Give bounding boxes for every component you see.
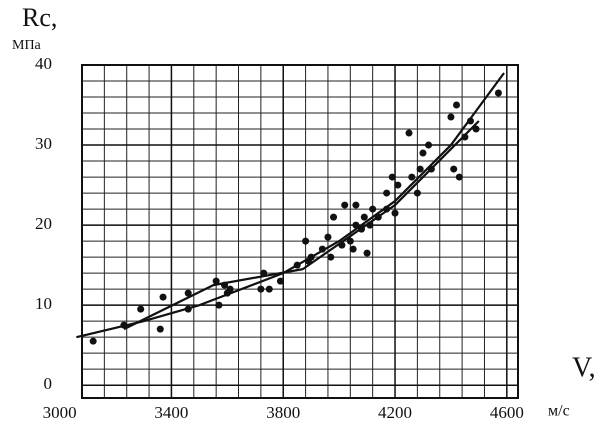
data-point bbox=[352, 201, 360, 209]
x-tick-label: 3000 bbox=[43, 403, 77, 422]
data-point bbox=[360, 213, 368, 221]
fit-line bbox=[76, 72, 505, 339]
data-point bbox=[413, 189, 421, 197]
data-point bbox=[346, 237, 354, 245]
data-point bbox=[212, 277, 220, 285]
data-point bbox=[363, 249, 371, 257]
data-point bbox=[425, 141, 433, 149]
y-tick-label: 10 bbox=[35, 294, 52, 313]
data-point bbox=[455, 173, 463, 181]
data-point bbox=[276, 277, 284, 285]
y-axis-label: Rc, bbox=[22, 3, 57, 32]
x-axis-label: V, bbox=[572, 352, 596, 383]
data-point bbox=[383, 189, 391, 197]
data-point bbox=[89, 337, 97, 345]
y-tick-label: 40 bbox=[35, 54, 52, 73]
x-tick-label: 4200 bbox=[378, 403, 412, 422]
data-point bbox=[184, 289, 192, 297]
data-point bbox=[302, 237, 310, 245]
y-tick-label: 20 bbox=[35, 214, 52, 233]
y-axis-unit: МПа bbox=[12, 38, 42, 53]
y-tick-label: 0 bbox=[44, 374, 53, 393]
data-point bbox=[349, 245, 357, 253]
data-point bbox=[447, 113, 455, 121]
data-point bbox=[265, 285, 273, 293]
data-point bbox=[156, 325, 164, 333]
data-point bbox=[257, 285, 265, 293]
data-point bbox=[215, 301, 223, 309]
fit-line bbox=[123, 120, 480, 331]
x-tick-label: 3800 bbox=[266, 403, 300, 422]
data-point bbox=[419, 149, 427, 157]
data-point bbox=[494, 89, 502, 97]
x-axis-unit: м/с bbox=[548, 403, 570, 420]
data-point bbox=[416, 165, 424, 173]
data-point bbox=[159, 293, 167, 301]
data-point bbox=[369, 205, 377, 213]
data-point bbox=[391, 209, 399, 217]
data-point bbox=[453, 101, 461, 109]
data-point bbox=[327, 253, 335, 261]
data-point bbox=[450, 165, 458, 173]
data-point bbox=[472, 125, 480, 133]
data-point bbox=[341, 201, 349, 209]
data-point bbox=[330, 213, 338, 221]
x-tick-label: 3400 bbox=[154, 403, 188, 422]
data-point bbox=[408, 173, 416, 181]
data-point bbox=[394, 181, 402, 189]
data-point bbox=[324, 233, 332, 241]
y-tick-label: 30 bbox=[35, 134, 52, 153]
data-point bbox=[137, 305, 145, 313]
x-tick-label: 4600 bbox=[490, 403, 524, 422]
data-point bbox=[405, 129, 413, 137]
data-point bbox=[388, 173, 396, 181]
